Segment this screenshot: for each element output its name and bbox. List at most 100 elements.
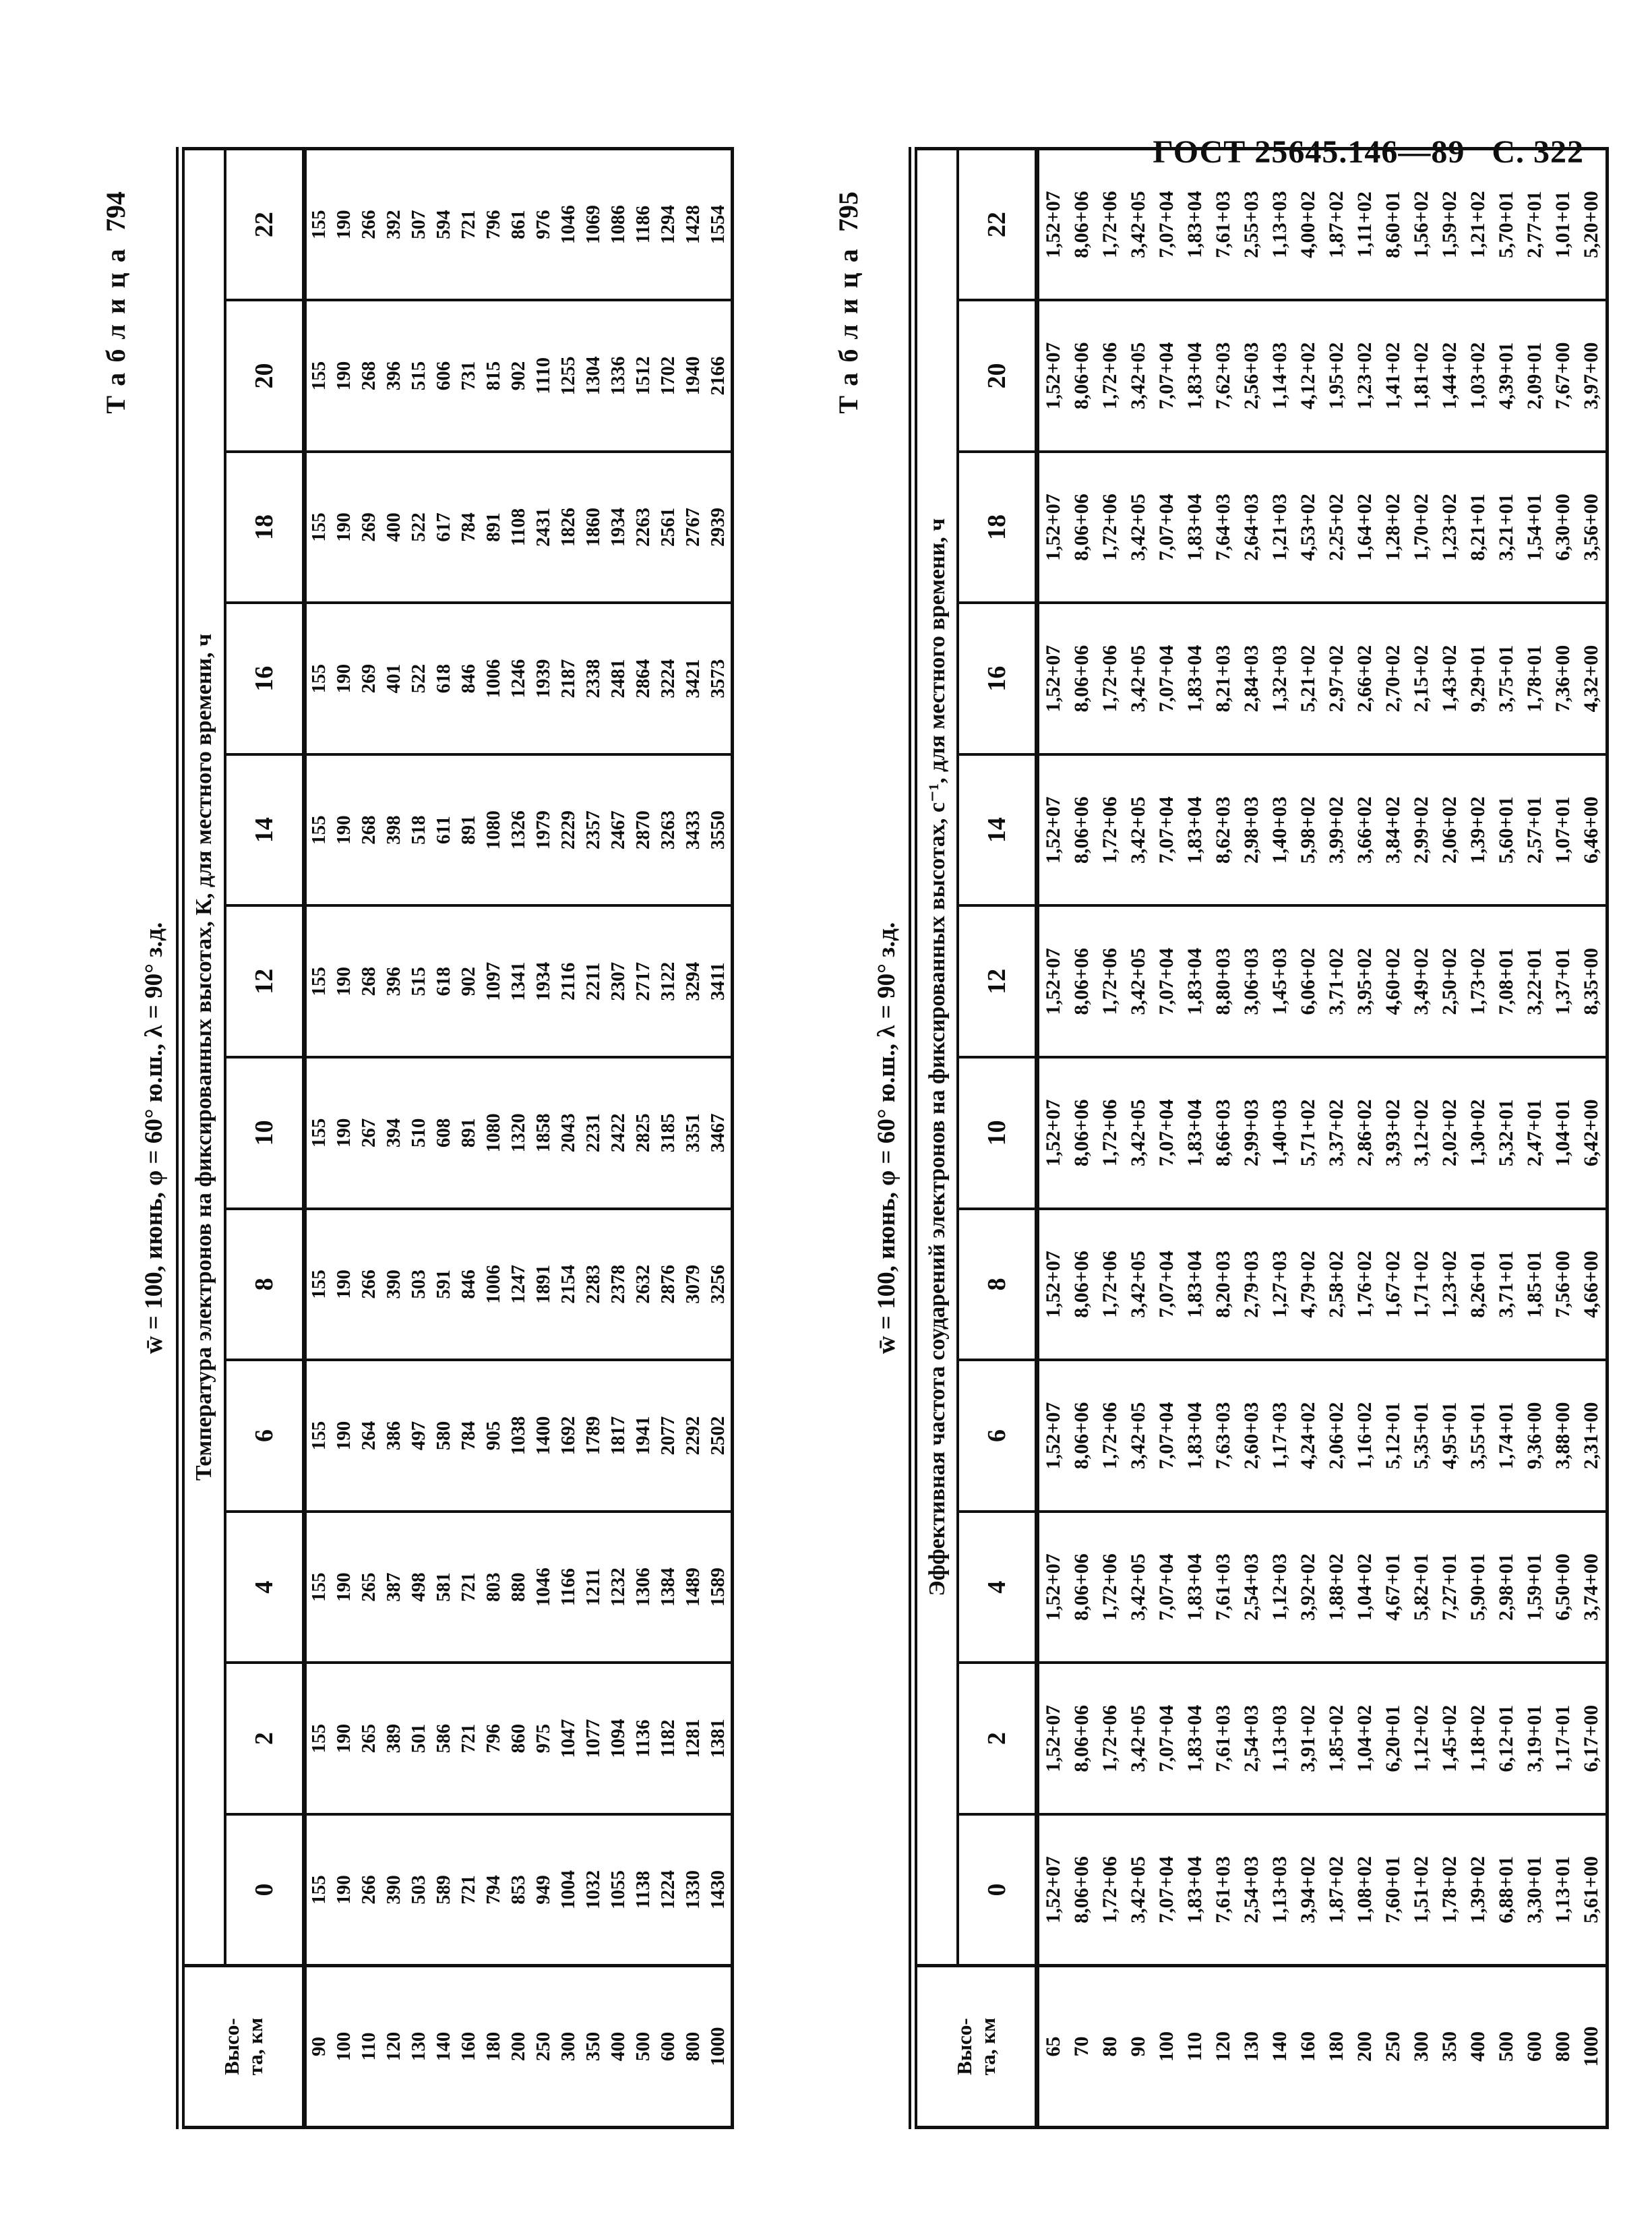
time-header: 4 [958,1511,1037,1663]
table-row: 65 1,52+07 1,52+07 1,52+07 1,52+07 1,52+07 1,5… [1037,148,1068,2128]
value-cell: 4,79+02 [1294,1208,1322,1361]
value-cell: 1,39+02 [1464,754,1492,906]
value-cell: 2263 [631,451,656,603]
value-cell: 396 [381,905,406,1058]
value-cell: 8,66+03 [1209,1057,1237,1209]
value-cell: 796 [481,148,506,301]
value-cell: 3,42+05 [1124,1663,1153,1814]
value-cell: 3263 [656,754,681,906]
value-cell: 1512 [631,300,656,452]
value-cell: 3,42+05 [1124,603,1153,754]
value-cell: 1,52+07 [1037,1814,1068,1966]
value-cell: 2632 [631,1208,656,1361]
value-cell: 7,61+03 [1209,148,1237,301]
value-cell: 7,07+04 [1153,905,1181,1058]
caption-word: Таблица [100,239,131,414]
value-cell: 155 [304,905,332,1058]
value-cell: 1047 [556,1663,581,1814]
value-cell: 1,18+02 [1464,1663,1492,1814]
value-cell: 1,40+03 [1266,754,1294,906]
value-cell: 1,72+06 [1096,1511,1124,1663]
value-cell: 721 [456,148,481,301]
value-cell: 1934 [531,905,556,1058]
time-header: 20 [225,300,305,452]
value-cell: 1,52+07 [1037,1663,1068,1814]
value-cell: 1004 [556,1814,581,1966]
value-cell: 3,19+01 [1521,1663,1549,1814]
value-cell: 1,27+03 [1266,1208,1294,1361]
value-cell: 1860 [581,451,606,603]
height-column-header: Высо-та, км [913,1965,1037,2128]
value-cell: 976 [531,148,556,301]
value-cell: 2,58+02 [1322,1208,1351,1361]
table-row: 350 1032 1077 1211 1789 2283 2231 2211 2357 2338 1… [581,148,606,2128]
value-cell: 3,42+05 [1124,905,1153,1058]
value-cell: 155 [304,754,332,906]
value-cell: 1,52+07 [1037,451,1068,603]
value-cell: 1979 [531,754,556,906]
height-cell: 120 [381,1965,406,2128]
value-cell: 3,93+02 [1379,1057,1407,1209]
value-cell: 3,56+00 [1577,451,1608,603]
value-cell: 1,52+07 [1037,1360,1068,1512]
value-cell: 846 [456,1208,481,1361]
value-cell: 3,71+01 [1492,1208,1521,1361]
value-cell: 1110 [531,300,556,452]
value-cell: 2307 [606,905,631,1058]
value-cell: 8,06+06 [1068,1208,1096,1361]
value-cell: 1,83+04 [1181,148,1209,301]
value-cell: 1032 [581,1814,606,1966]
value-cell: 1,70+02 [1407,451,1436,603]
value-cell: 2481 [606,603,631,754]
table-row: 200 1,08+02 1,04+02 1,04+02 1,16+02 1,76+02 2,… [1351,148,1379,2128]
page-number: С. 322 [1492,134,1584,170]
value-cell: 891 [481,451,506,603]
value-cell: 594 [431,148,456,301]
value-cell: 5,70+01 [1492,148,1521,301]
time-header: 6 [225,1360,305,1512]
table-row: 120 390 389 387 386 390 394 396 398 401 400 396 392 [381,148,406,2128]
value-cell: 4,24+02 [1294,1360,1322,1512]
value-cell: 1941 [631,1360,656,1512]
table-row: 600 3,30+01 3,19+01 1,59+01 9,36+00 1,85+01 2,… [1521,148,1549,2128]
value-cell: 6,06+02 [1294,905,1322,1058]
value-cell: 7,60+01 [1379,1814,1407,1966]
table-row: 350 1,78+02 1,45+02 7,27+01 4,95+01 1,23+02 2,… [1436,148,1464,2128]
value-cell: 7,61+03 [1209,1663,1237,1814]
value-cell: 264 [357,1360,381,1512]
value-cell: 1136 [631,1663,656,1814]
value-cell: 515 [406,300,431,452]
value-cell: 2,56+03 [1237,300,1266,452]
value-cell: 1,72+06 [1096,754,1124,906]
value-cell: 1,52+07 [1037,148,1068,301]
value-cell: 190 [332,754,357,906]
value-cell: 1858 [531,1057,556,1209]
value-cell: 1,88+02 [1322,1511,1351,1663]
value-cell: 267 [357,1057,381,1209]
time-header: 10 [225,1057,305,1209]
value-cell: 4,95+01 [1436,1360,1464,1512]
value-cell: 1826 [556,451,581,603]
value-cell: 6,42+00 [1577,1057,1608,1209]
value-cell: 1080 [481,754,506,906]
value-cell: 2,86+02 [1351,1057,1379,1209]
table-row: 100 190 190 190 190 190 190 190 190 190 190 190 190 [332,148,357,2128]
value-cell: 510 [406,1057,431,1209]
value-cell: 1940 [681,300,706,452]
value-cell: 1,95+02 [1322,300,1351,452]
table-row: 600 1224 1182 1384 2077 2876 3185 3122 3263 3224 2… [656,148,681,2128]
value-cell: 3,30+01 [1521,1814,1549,1966]
time-header: 2 [958,1663,1037,1814]
table-row: 100 7,07+04 7,07+04 7,07+04 7,07+04 7,07+04 7,… [1153,148,1181,2128]
value-cell: 1224 [656,1814,681,1966]
value-cell: 1,83+04 [1181,754,1209,906]
value-cell: 1,30+02 [1464,1057,1492,1209]
time-header: 6 [958,1360,1037,1512]
value-cell: 6,12+01 [1492,1663,1521,1814]
value-cell: 2,06+02 [1436,754,1464,906]
value-cell: 155 [304,1208,332,1361]
value-cell: 2,70+02 [1379,603,1407,754]
value-cell: 7,63+03 [1209,1360,1237,1512]
value-cell: 1,23+02 [1436,1208,1464,1361]
value-cell: 1,21+02 [1464,148,1492,301]
